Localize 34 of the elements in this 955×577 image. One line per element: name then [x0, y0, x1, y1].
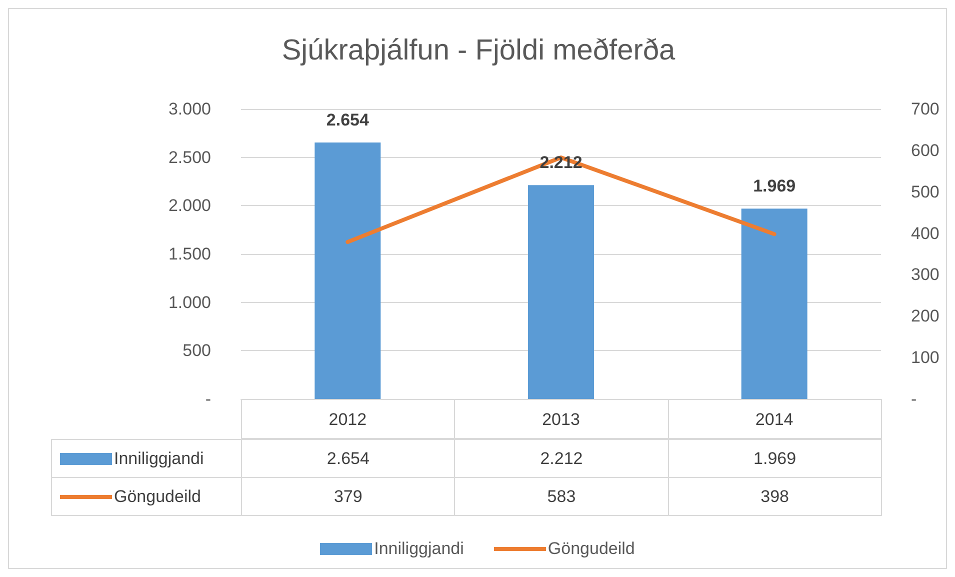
y2-tick-label: 600 — [911, 140, 940, 160]
y2-tick-label: 700 — [911, 100, 940, 118]
bar — [314, 142, 381, 399]
bar — [741, 208, 808, 399]
chart-title: Sjúkraþjálfun - Fjöldi meðferða — [282, 34, 676, 66]
text: Inniliggjandi — [374, 539, 464, 558]
data-label: 379 — [241, 477, 456, 516]
legend-label: Göngudeild — [114, 486, 201, 506]
y2-tick-label: 500 — [911, 182, 940, 202]
x-tick-label: 2014 — [755, 410, 794, 429]
y-tick-label: - — [205, 390, 211, 408]
y-tick-label: 1.000 — [168, 292, 211, 312]
y2-tick-label: 200 — [911, 306, 940, 326]
y-tick-label: 500 — [182, 341, 211, 360]
y2-tick-label: 400 — [911, 224, 940, 243]
text: Göngudeild — [548, 539, 635, 558]
text: 2.654 — [326, 110, 369, 130]
y-tick-label: 2.500 — [168, 148, 211, 167]
y2-tick-label: 100 — [911, 348, 940, 368]
y-tick-label: 1.500 — [168, 244, 211, 264]
legend-label: Inniliggjandi — [114, 448, 204, 468]
data-label: 398 — [668, 477, 882, 516]
bar — [528, 185, 594, 399]
x-tick-label: 2012 — [328, 410, 367, 429]
y2-tick-label: - — [911, 390, 917, 408]
y-tick-label: 3.000 — [168, 100, 211, 118]
text: 1.969 — [753, 176, 796, 196]
y-tick-label: 2.000 — [168, 196, 211, 216]
data-label: 583 — [454, 477, 669, 516]
data-label: 1.969 — [668, 439, 882, 478]
data-label: 2.654 — [241, 439, 456, 478]
x-tick-label: 2013 — [542, 410, 580, 429]
y2-tick-label: 300 — [911, 265, 940, 284]
data-label: 2.212 — [454, 439, 669, 478]
